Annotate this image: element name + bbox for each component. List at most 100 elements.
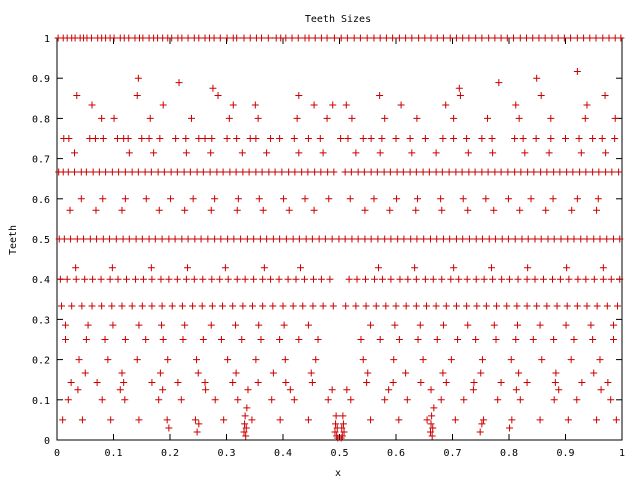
data-point <box>330 34 338 42</box>
data-point <box>61 336 69 343</box>
data-point <box>537 235 545 243</box>
x-tick-label: 0.5 <box>330 448 348 459</box>
x-tick-label: 0.3 <box>217 448 235 459</box>
data-point <box>447 275 455 283</box>
data-point <box>464 149 472 157</box>
data-point <box>207 149 215 157</box>
data-point <box>573 302 581 310</box>
data-point <box>512 386 520 394</box>
data-point <box>125 149 133 157</box>
data-point <box>99 135 107 142</box>
data-point <box>597 386 605 394</box>
data-point <box>548 34 556 42</box>
data-point <box>115 168 123 176</box>
data-point <box>201 135 209 142</box>
data-point <box>583 302 591 310</box>
data-point <box>352 149 360 157</box>
data-point <box>195 420 203 428</box>
data-point <box>382 302 390 310</box>
data-point <box>519 135 527 142</box>
data-point <box>432 302 440 310</box>
data-point <box>604 379 612 387</box>
data-point <box>88 101 96 109</box>
data-point <box>472 34 480 42</box>
data-point <box>190 275 198 283</box>
data-point <box>207 321 215 329</box>
data-point <box>484 114 492 122</box>
data-point <box>406 135 414 142</box>
data-point <box>98 396 106 404</box>
data-point <box>81 369 89 377</box>
data-point <box>214 91 222 99</box>
data-point <box>315 235 323 243</box>
data-point <box>344 135 352 142</box>
data-point <box>599 264 607 272</box>
data-point <box>258 34 266 42</box>
data-point <box>567 34 575 42</box>
data-point <box>433 235 441 243</box>
data-point <box>295 336 303 343</box>
data-point <box>289 302 297 310</box>
data-point <box>380 168 388 176</box>
data-point <box>427 420 435 428</box>
data-point <box>487 264 495 272</box>
data-point <box>193 428 201 436</box>
data-point <box>158 321 166 329</box>
data-point <box>498 275 506 283</box>
data-point <box>178 302 186 310</box>
data-point <box>269 369 277 377</box>
data-point <box>452 34 460 42</box>
data-point <box>229 302 237 310</box>
data-point <box>210 34 218 42</box>
data-point <box>343 34 351 42</box>
data-point <box>341 168 349 176</box>
data-point <box>217 235 225 243</box>
data-point <box>378 275 386 283</box>
data-point <box>549 195 557 203</box>
data-point <box>276 135 284 142</box>
data-point <box>221 264 229 272</box>
data-point <box>252 356 260 364</box>
data-point <box>243 404 251 412</box>
data-point <box>550 235 558 243</box>
x-tick-label: 0 <box>54 448 60 459</box>
data-point <box>252 168 260 176</box>
data-point <box>64 168 72 176</box>
data-point <box>376 336 384 343</box>
data-point <box>234 195 242 203</box>
data-point <box>82 336 90 343</box>
data-point <box>71 149 79 157</box>
data-point <box>514 275 522 283</box>
data-point <box>364 369 372 377</box>
data-point <box>419 356 427 364</box>
data-point <box>490 206 498 214</box>
data-point <box>168 34 176 42</box>
data-point <box>122 275 130 283</box>
data-point <box>278 168 286 176</box>
data-point <box>311 168 319 176</box>
data-point <box>583 235 591 243</box>
data-point <box>524 235 532 243</box>
data-point <box>238 336 246 343</box>
data-point <box>485 235 493 243</box>
data-point <box>345 275 353 283</box>
data-point <box>400 235 408 243</box>
data-point <box>413 195 421 203</box>
data-point <box>150 149 158 157</box>
data-point <box>73 91 81 99</box>
data-point <box>269 235 277 243</box>
data-point <box>186 168 194 176</box>
data-point <box>503 302 511 310</box>
data-point <box>565 275 573 283</box>
data-point <box>412 302 420 310</box>
data-point <box>91 135 99 142</box>
data-point <box>408 149 416 157</box>
data-point <box>255 321 263 329</box>
data-point <box>242 432 250 440</box>
data-point <box>524 264 532 272</box>
data-point <box>285 206 293 214</box>
data-point <box>165 424 173 432</box>
data-point <box>381 396 389 404</box>
data-point <box>339 420 347 428</box>
data-point <box>577 235 585 243</box>
